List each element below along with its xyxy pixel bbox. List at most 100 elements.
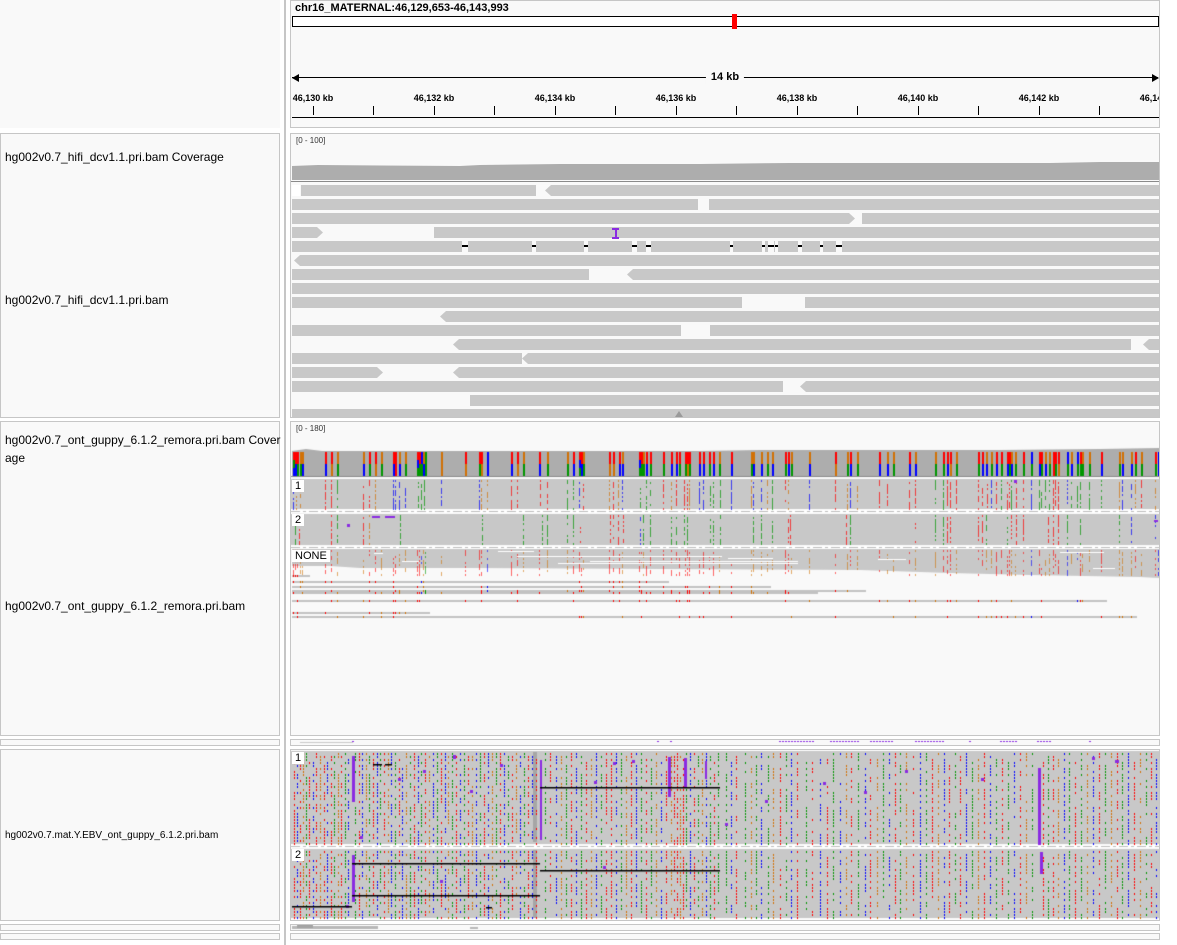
- alignment-read[interactable]: [292, 227, 323, 238]
- thin-name-panel-3: [0, 933, 280, 940]
- ebv-group-label-haplotype-2: 2: [292, 849, 305, 861]
- alignment-read[interactable]: [301, 185, 536, 196]
- deletion-mark: [584, 241, 588, 252]
- track-name-hifi-coverage[interactable]: hg002v0.7_hifi_dcv1.1.pri.bam Coverage: [5, 150, 224, 164]
- ruler-tick: [494, 106, 495, 115]
- hifi-coverage-range: [0 - 100]: [296, 136, 326, 145]
- ruler-tick-label: 46,144 kb: [1139, 93, 1159, 103]
- thin-name-panel-2: [0, 924, 280, 931]
- track-name-ont-coverage-line2[interactable]: age: [5, 451, 26, 465]
- soft-clip: [292, 185, 300, 196]
- ruler-tick-label: 46,138 kb: [776, 93, 818, 103]
- alignment-read[interactable]: [709, 199, 1159, 210]
- deletion-mark: [798, 241, 802, 252]
- deletion-mark: [762, 241, 765, 252]
- alignment-read[interactable]: [627, 269, 1159, 280]
- ruler-tick: [978, 106, 979, 115]
- deletion-mark: [730, 241, 733, 252]
- group-label-haplotype-1: 1: [292, 480, 305, 492]
- alignment-read[interactable]: [522, 353, 1159, 364]
- hifi-data-panel[interactable]: [0 - 100]: [290, 133, 1160, 418]
- thin-track-1-canvas[interactable]: [291, 740, 1159, 745]
- alignment-read[interactable]: [292, 297, 742, 308]
- ruler-tick-label: 46,140 kb: [897, 93, 939, 103]
- thin-name-panel-1: [0, 739, 280, 746]
- ebv-pileup[interactable]: [291, 750, 1159, 920]
- alignment-read[interactable]: [292, 199, 698, 210]
- alignment-read[interactable]: [805, 297, 1159, 308]
- track-name-ebv-alignments[interactable]: hg002v0.7.mat.Y.EBV_ont_guppy_6.1.2.pri.…: [5, 830, 219, 841]
- alignment-read[interactable]: [800, 381, 1159, 392]
- alignment-read[interactable]: [292, 283, 1159, 294]
- alignment-read[interactable]: [294, 255, 1159, 266]
- ruler-tick-label: 46,136 kb: [655, 93, 697, 103]
- ebv-data-panel[interactable]: 1 2: [290, 749, 1160, 921]
- ruler-tick: [797, 106, 798, 115]
- alignment-read[interactable]: [453, 367, 1159, 378]
- hifi-alignment-reads[interactable]: [291, 134, 1159, 417]
- alignment-read[interactable]: [440, 311, 1159, 322]
- locus-label: chr16_MATERNAL:46,129,653-46,143,993: [295, 2, 509, 14]
- hifi-name-panel: hg002v0.7_hifi_dcv1.1.pri.bam Coverage h…: [0, 133, 280, 418]
- deletion-mark: [632, 241, 637, 252]
- track-name-ont-coverage-line1[interactable]: hg002v0.7_ont_guppy_6.1.2_remora.pri.bam…: [5, 433, 281, 447]
- panel-divider[interactable]: [284, 0, 286, 945]
- alignment-read[interactable]: [292, 269, 589, 280]
- ont-coverage-range: [0 - 180]: [296, 424, 326, 433]
- deletion-mark: [462, 241, 468, 252]
- alignment-read[interactable]: [710, 325, 1159, 336]
- deletion-mark: [775, 241, 778, 252]
- alignment-read[interactable]: [292, 381, 783, 392]
- alignment-read[interactable]: [434, 227, 1159, 238]
- group-label-haplotype-2: 2: [292, 514, 305, 526]
- ont-coverage-and-pileup[interactable]: [291, 422, 1159, 735]
- ruler-tick: [736, 106, 737, 115]
- ruler-tick: [555, 106, 556, 115]
- alignment-read[interactable]: [1143, 339, 1159, 350]
- header-name-panel: [0, 0, 280, 128]
- chromosome-ideogram[interactable]: [292, 16, 1159, 27]
- insertion-icon[interactable]: [612, 228, 619, 239]
- alignment-read[interactable]: [292, 325, 681, 336]
- ruler-tick: [373, 106, 374, 115]
- arrow-left-icon: [292, 74, 299, 82]
- alignment-read[interactable]: [292, 409, 1159, 417]
- deletion-mark: [646, 241, 651, 252]
- thin-track-2-canvas[interactable]: [291, 925, 1159, 930]
- alignment-read[interactable]: [292, 213, 855, 224]
- ruler-tick: [918, 106, 919, 115]
- ruler-axis-line: [292, 117, 1159, 118]
- ruler-tick: [676, 106, 677, 115]
- ruler-tick: [615, 106, 616, 115]
- deletion-mark: [768, 241, 774, 252]
- alignment-read[interactable]: [862, 213, 1159, 224]
- thin-data-panel-3[interactable]: [290, 933, 1160, 940]
- alignment-read[interactable]: [292, 241, 1159, 252]
- ont-data-panel[interactable]: [0 - 180] 1 2 NONE: [290, 421, 1160, 736]
- ruler-tick-label: 46,142 kb: [1018, 93, 1060, 103]
- hifi-coverage-area[interactable]: [292, 162, 1159, 180]
- ruler-tick: [1099, 106, 1100, 115]
- track-name-ont-alignments[interactable]: hg002v0.7_ont_guppy_6.1.2_remora.pri.bam: [5, 599, 246, 613]
- deletion-mark: [532, 241, 536, 252]
- thin-data-panel-1[interactable]: [290, 739, 1160, 746]
- ruler-panel[interactable]: chr16_MATERNAL:46,129,653-46,143,993 14 …: [290, 0, 1160, 128]
- ebv-name-panel: hg002v0.7.mat.Y.EBV_ont_guppy_6.1.2.pri.…: [0, 749, 280, 921]
- alignment-read[interactable]: [292, 367, 383, 378]
- ebv-group-label-haplotype-1: 1: [292, 752, 305, 764]
- span-width-label: 14 kb: [705, 71, 745, 84]
- ruler-tick: [857, 106, 858, 115]
- ruler-tick-label: 46,132 kb: [413, 93, 455, 103]
- track-name-hifi-alignments[interactable]: hg002v0.7_hifi_dcv1.1.pri.bam: [5, 293, 169, 307]
- thin-data-panel-2[interactable]: [290, 924, 1160, 931]
- ruler-tick: [313, 106, 314, 115]
- alignment-read[interactable]: [453, 339, 1131, 350]
- hifi-coverage-plot[interactable]: [291, 134, 1159, 417]
- ruler-tick: [434, 106, 435, 115]
- ruler-tick: [1039, 106, 1040, 115]
- alignment-read[interactable]: [292, 353, 522, 364]
- alignment-read[interactable]: [470, 395, 1159, 406]
- ont-name-panel: hg002v0.7_ont_guppy_6.1.2_remora.pri.bam…: [0, 421, 281, 736]
- arrow-right-icon: [1152, 74, 1159, 82]
- alignment-read[interactable]: [545, 185, 1159, 196]
